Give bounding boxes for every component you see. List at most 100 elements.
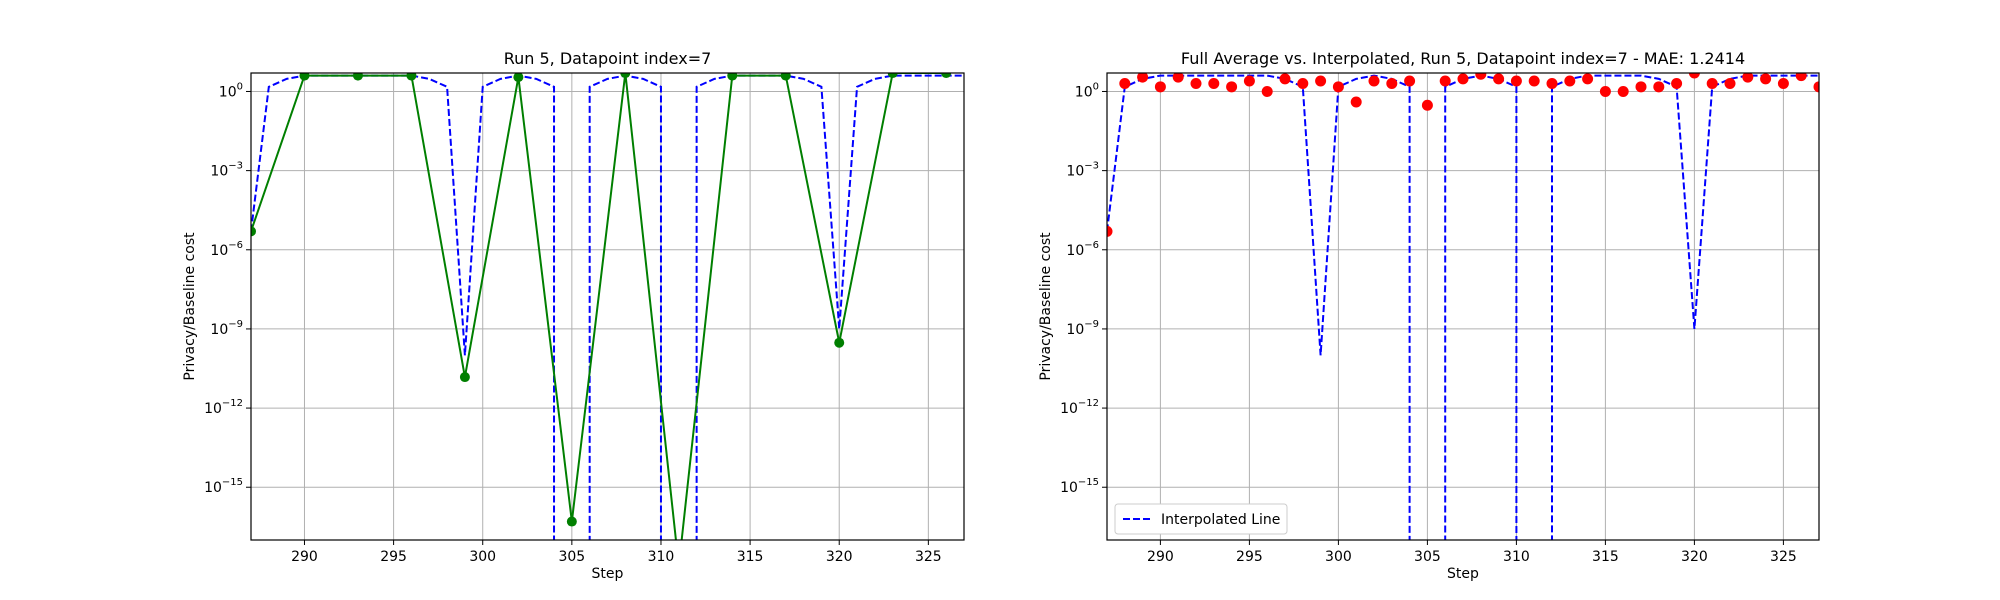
- right-average-point: [1226, 81, 1238, 93]
- right-x-tick-label: 305: [1414, 549, 1441, 565]
- left-x-tick-label: 325: [915, 549, 942, 565]
- left-green-series-point: [834, 337, 845, 348]
- left-subplot: Run 5, Datapoint index=7 290 295 300 305 310…: [182, 49, 965, 582]
- right-average-point: [1777, 78, 1789, 90]
- legend-label-interpolated-line: Interpolated Line: [1161, 512, 1280, 528]
- left-green-series-line: [251, 73, 947, 540]
- left-ticks: 290 295 300 305 310 315 320 325 100 10−3 10−6 10−9 1…: [204, 81, 942, 565]
- left-grid: [251, 73, 964, 540]
- right-average-point: [1297, 78, 1309, 90]
- right-y-tick-label: 10−6: [1066, 240, 1099, 259]
- right-plot-frame: [1106, 72, 1820, 541]
- left-green-series-point: [727, 73, 738, 81]
- right-x-tick-label: 310: [1503, 549, 1530, 565]
- right-average-point: [1617, 85, 1629, 97]
- right-average-point: [1119, 78, 1131, 90]
- right-x-tick-label: 300: [1325, 549, 1352, 565]
- left-x-tick-label: 315: [737, 549, 764, 565]
- right-average-point: [1546, 78, 1558, 90]
- right-average-point: [1350, 96, 1362, 108]
- left-green-series-point: [459, 372, 470, 383]
- left-green-series-point: [251, 226, 256, 237]
- right-y-tick-label: 10−15: [1060, 477, 1099, 496]
- left-x-axis-label: Step: [592, 566, 624, 582]
- right-legend: Interpolated Line: [1114, 503, 1288, 535]
- right-average-point: [1742, 73, 1754, 83]
- right-average-point: [1564, 75, 1576, 87]
- left-x-tick-label: 305: [558, 549, 585, 565]
- right-x-tick-label: 295: [1236, 549, 1263, 565]
- right-average-point: [1154, 81, 1166, 93]
- left-x-tick-label: 300: [469, 549, 496, 565]
- right-average-point: [1404, 75, 1416, 87]
- right-average-point: [1208, 78, 1220, 90]
- left-green-series-point: [513, 73, 524, 83]
- right-average-point: [1528, 75, 1540, 87]
- left-green-series-point: [299, 73, 310, 81]
- right-average-point: [1315, 75, 1327, 87]
- right-x-tick-label: 320: [1681, 549, 1708, 565]
- right-average-point: [1279, 73, 1291, 85]
- left-x-tick-label: 320: [826, 549, 853, 565]
- right-average-point: [1172, 73, 1184, 83]
- right-average-point: [1671, 78, 1683, 90]
- left-chart-title: Run 5, Datapoint index=7: [504, 49, 712, 68]
- right-average-point: [1457, 73, 1469, 85]
- right-average-point: [1493, 73, 1505, 85]
- left-y-tick-label: 10−3: [210, 161, 243, 180]
- right-average-point: [1688, 73, 1700, 79]
- right-y-tick-label: 100: [1075, 81, 1099, 100]
- right-average-point: [1510, 75, 1522, 87]
- right-average-point: [1261, 85, 1273, 97]
- right-y-tick-label: 10−12: [1060, 398, 1099, 417]
- right-average-point: [1368, 75, 1380, 87]
- left-green-series-point: [352, 73, 363, 81]
- left-y-tick-label: 10−12: [204, 398, 243, 417]
- right-average-point: [1243, 75, 1255, 87]
- right-y-axis-label: Privacy/Baseline cost: [1038, 232, 1054, 381]
- right-average-point: [1475, 73, 1487, 80]
- right-average-point: [1421, 99, 1433, 111]
- left-green-series-point: [941, 73, 952, 79]
- left-green-series-point: [406, 73, 417, 81]
- left-green-series-point: [674, 561, 684, 571]
- left-x-tick-label: 295: [380, 549, 407, 565]
- right-x-tick-label: 315: [1592, 549, 1619, 565]
- right-average-point: [1386, 78, 1398, 90]
- left-y-tick-label: 10−6: [210, 240, 243, 259]
- right-average-point: [1724, 78, 1736, 90]
- left-y-tick-label: 10−15: [204, 477, 243, 496]
- right-x-axis-label: Step: [1447, 566, 1479, 582]
- right-subplot: Full Average vs. Interpolated, Run 5, Da…: [1038, 49, 1820, 582]
- right-average-point: [1706, 78, 1718, 90]
- right-average-point: [1795, 73, 1807, 82]
- left-series-layer: [251, 73, 964, 571]
- right-x-tick-label: 290: [1147, 549, 1174, 565]
- right-interpolated-line: [1107, 74, 1819, 540]
- right-average-point: [1190, 78, 1202, 90]
- right-ticks: 290 295 300 305 310 315 320 325 100 10−3 10−6 10−9 1…: [1060, 81, 1797, 565]
- left-green-series-point: [566, 516, 577, 527]
- left-y-axis-label: Privacy/Baseline cost: [182, 232, 198, 381]
- right-average-point: [1653, 81, 1665, 93]
- right-average-point: [1332, 81, 1344, 93]
- right-average-point: [1137, 73, 1149, 83]
- left-y-tick-label: 10−9: [210, 319, 243, 338]
- right-chart-title: Full Average vs. Interpolated, Run 5, Da…: [1181, 49, 1745, 68]
- right-series-layer: [1107, 73, 1819, 540]
- right-average-point: [1599, 85, 1611, 97]
- right-average-point: [1582, 73, 1594, 85]
- left-plot-frame: [250, 72, 965, 541]
- right-average-point: [1813, 81, 1819, 93]
- left-interpolated-line: [251, 74, 964, 540]
- right-y-tick-label: 10−9: [1066, 319, 1099, 338]
- right-average-point: [1107, 225, 1113, 237]
- left-y-tick-label: 100: [219, 81, 243, 100]
- left-green-series-point: [887, 73, 898, 79]
- right-x-tick-label: 325: [1770, 549, 1797, 565]
- left-green-series-point: [620, 73, 631, 79]
- legend-box: [1114, 503, 1288, 535]
- left-green-series-point: [780, 73, 791, 81]
- right-grid: [1107, 73, 1819, 540]
